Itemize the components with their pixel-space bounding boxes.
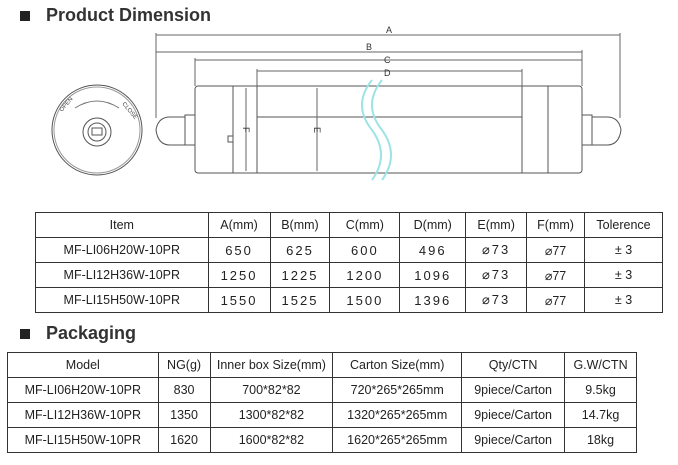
cell: MF-LI15H50W-10PR <box>35 287 209 313</box>
cell: ⌀77 <box>526 237 586 263</box>
cell: 9piece/Carton <box>461 402 566 428</box>
header-d: D(mm) <box>399 212 467 238</box>
header-b: B(mm) <box>269 212 331 238</box>
packaging-heading: Packaging <box>20 323 136 344</box>
cell: MF-LI06H20W-10PR <box>7 377 159 403</box>
table-header-row: Model NG(g) Inner box Size(mm) Carton Si… <box>7 352 637 378</box>
dimension-diagram: OPEN CLOSE A B C D E F <box>51 25 622 181</box>
cell: 1250 <box>207 262 271 288</box>
table-row: MF-LI06H20W-10PR 650 625 600 496 ⌀73 ⌀77… <box>35 237 663 263</box>
cell: ⌀73 <box>465 237 528 263</box>
table-row: MF-LI12H36W-10PR 1250 1225 1200 1096 ⌀73… <box>35 262 663 288</box>
label-c: C <box>384 55 391 65</box>
cell: 600 <box>329 237 401 263</box>
cell: ± 3 <box>584 237 663 263</box>
cell: 9piece/Carton <box>461 377 566 403</box>
cell: 14.7kg <box>564 402 637 428</box>
label-a: A <box>386 25 392 35</box>
cell: 1600*82*82 <box>209 427 334 453</box>
end-cap-view: OPEN CLOSE <box>51 84 143 176</box>
cell: 1096 <box>399 262 467 288</box>
cell: ± 3 <box>584 262 663 288</box>
cell: ⌀73 <box>465 287 528 313</box>
cell: 1500 <box>329 287 401 313</box>
cell: ⌀77 <box>526 287 586 313</box>
section-title: Packaging <box>46 323 137 343</box>
cell: 1525 <box>269 287 331 313</box>
header-tolerence: Tolerence <box>584 212 663 238</box>
bullet-square-icon <box>20 328 30 339</box>
packaging-table: Model NG(g) Inner box Size(mm) Carton Si… <box>7 352 637 453</box>
cell: 18kg <box>564 427 637 453</box>
table-row: MF-LI15H50W-10PR 1620 1600*82*82 1620*26… <box>7 427 637 453</box>
cell: MF-LI12H36W-10PR <box>7 402 159 428</box>
break-mark <box>361 79 382 181</box>
table-row: MF-LI06H20W-10PR 830 700*82*82 720*265*2… <box>7 377 637 403</box>
bullet-square-icon <box>20 10 30 21</box>
dimension-table: Item A(mm) B(mm) C(mm) D(mm) E(mm) F(mm)… <box>35 212 663 313</box>
cell: 1620*265*265mm <box>332 427 463 453</box>
cell: 9.5kg <box>564 377 637 403</box>
cell: MF-LI12H36W-10PR <box>35 262 209 288</box>
cell: 1225 <box>269 262 331 288</box>
cell: MF-LI06H20W-10PR <box>35 237 209 263</box>
cell: ⌀77 <box>526 262 586 288</box>
cell: 1300*82*82 <box>209 402 334 428</box>
header-carton-size: Carton Size(mm) <box>332 352 463 378</box>
header-a: A(mm) <box>207 212 271 238</box>
dimension-labels: A B C D E F <box>241 25 392 133</box>
label-e: E <box>312 127 322 133</box>
header-model: Model <box>7 352 159 378</box>
table-row: MF-LI15H50W-10PR 1550 1525 1500 1396 ⌀73… <box>35 287 663 313</box>
header-ng: NG(g) <box>157 352 211 378</box>
header-c: C(mm) <box>329 212 401 238</box>
cell: ⌀73 <box>465 262 528 288</box>
cell: 1320*265*265mm <box>332 402 463 428</box>
dimension-lines <box>155 33 621 171</box>
cell: 9piece/Carton <box>461 427 566 453</box>
header-f: F(mm) <box>526 212 586 238</box>
cell: 650 <box>207 237 271 263</box>
cell: 1620 <box>157 427 211 453</box>
section-title: Product Dimension <box>46 5 212 25</box>
header-e: E(mm) <box>465 212 528 238</box>
tube-side-view <box>155 79 622 181</box>
cell: MF-LI15H50W-10PR <box>7 427 159 453</box>
cell: 830 <box>157 377 211 403</box>
cell: ± 3 <box>584 287 663 313</box>
open-label: OPEN <box>59 96 75 113</box>
cell: 1350 <box>157 402 211 428</box>
table-row: MF-LI12H36W-10PR 1350 1300*82*82 1320*26… <box>7 402 637 428</box>
label-b: B <box>366 42 372 52</box>
table-header-row: Item A(mm) B(mm) C(mm) D(mm) E(mm) F(mm)… <box>35 212 663 238</box>
label-f: F <box>241 127 251 133</box>
product-dimension-heading: Product Dimension <box>20 5 211 26</box>
cell: 1550 <box>207 287 271 313</box>
cell: 700*82*82 <box>209 377 334 403</box>
header-gw: G.W/CTN <box>564 352 637 378</box>
cell: 720*265*265mm <box>332 377 463 403</box>
cell: 496 <box>399 237 467 263</box>
header-inner-box: Inner box Size(mm) <box>209 352 334 378</box>
header-qty: Qty/CTN <box>461 352 566 378</box>
header-item: Item <box>35 212 209 238</box>
label-d: D <box>384 68 391 78</box>
cell: 1396 <box>399 287 467 313</box>
cell: 1200 <box>329 262 401 288</box>
cell: 625 <box>269 237 331 263</box>
